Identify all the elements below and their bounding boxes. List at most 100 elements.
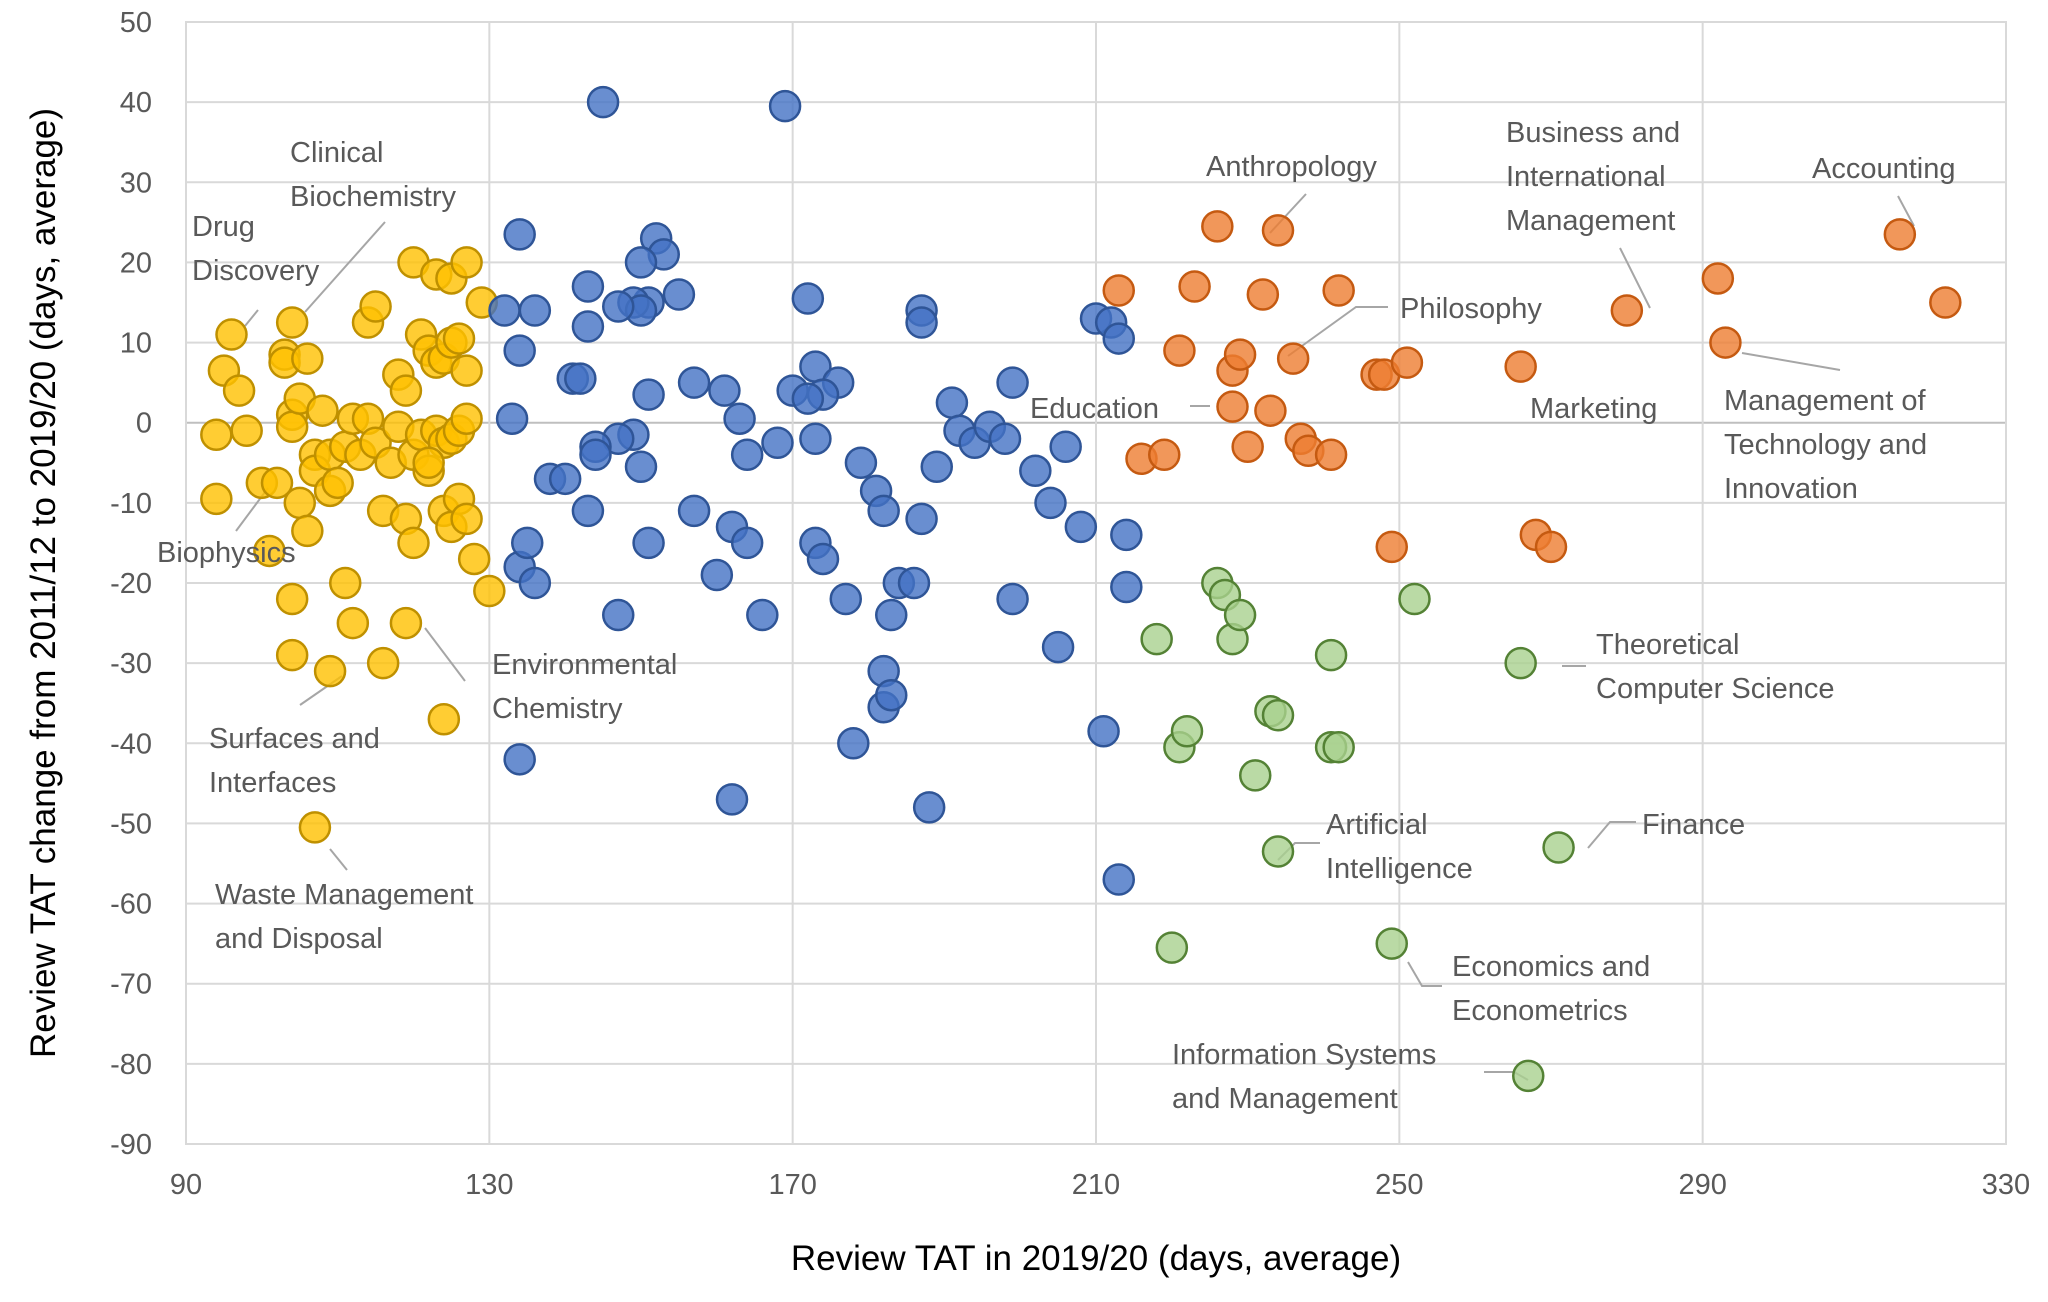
- y-tick-label: 40: [120, 87, 152, 119]
- scatter-point: [1102, 863, 1135, 896]
- axis-tick-labels: 50 40 30 20 10 0 -10 -20 -30 -40 -50 -60 -70 -80 -90 90…: [110, 7, 2030, 1201]
- annotation-label: and Management: [1172, 1083, 1398, 1115]
- scatter-point: [298, 811, 332, 844]
- annotation-leader-line: [424, 627, 466, 682]
- scatter-point: [1314, 438, 1348, 472]
- scatter-point: [730, 526, 764, 560]
- scatter-point: [715, 783, 749, 816]
- y-tick-label: 10: [120, 328, 152, 360]
- y-tick-label: 50: [120, 7, 152, 39]
- scatter-point: [518, 294, 552, 327]
- scatter-point: [1019, 454, 1052, 488]
- scatter-point: [799, 422, 832, 455]
- scatter-point: [313, 654, 347, 688]
- scatter-point: [215, 318, 248, 351]
- annotation-leader-line: [304, 221, 386, 313]
- scatter-point: [897, 566, 931, 600]
- grid-lines: [185, 21, 2007, 1145]
- scatter-point: [336, 606, 370, 640]
- scatter-point: [1216, 390, 1249, 423]
- scatter-point: [260, 466, 294, 500]
- scatter-point: [1163, 334, 1196, 367]
- scatter-point: [806, 542, 840, 576]
- y-tick-label: -90: [110, 1129, 152, 1161]
- scatter-point: [1929, 286, 1962, 319]
- scatter-point: [700, 558, 734, 592]
- scatter-point: [253, 534, 286, 568]
- scatter-point: [761, 426, 794, 459]
- scatter-point: [457, 542, 491, 576]
- scatter-point: [450, 502, 483, 536]
- scatter-point: [1504, 350, 1537, 383]
- scatter-point: [275, 582, 309, 616]
- y-tick-label: 0: [136, 408, 152, 440]
- annotation-label: Drug: [192, 211, 255, 243]
- annotation-label: Theoretical: [1596, 629, 1739, 661]
- scatter-point: [677, 366, 711, 399]
- scatter-point: [1254, 394, 1287, 427]
- scatter-point: [1201, 210, 1234, 243]
- scatter-point: [1223, 598, 1257, 632]
- annotation-label: Information Systems: [1172, 1039, 1436, 1071]
- scatter-point: [275, 638, 309, 672]
- scatter-point: [920, 450, 953, 484]
- scatter-point: [1064, 510, 1098, 544]
- y-tick-label: -70: [110, 969, 152, 1001]
- scatter-point: [624, 450, 658, 484]
- annotation-leader-line: [1741, 352, 1841, 371]
- scatter-point: [912, 791, 946, 824]
- annotation-label: Management of: [1724, 385, 1926, 417]
- annotation-label: Finance: [1642, 809, 1745, 841]
- annotation-leader-line: [1287, 306, 1388, 357]
- scatter-point: [230, 414, 263, 447]
- data-points: [200, 85, 1962, 1093]
- annotation-label: Innovation: [1724, 473, 1858, 505]
- scatter-point: [359, 290, 392, 323]
- scatter-point: [283, 486, 316, 520]
- y-axis-title: Review TAT change from 2011/12 to 2019/2…: [24, 108, 63, 1058]
- scatter-point: [996, 366, 1029, 399]
- scatter-point: [1261, 214, 1295, 247]
- scatter-point: [1314, 638, 1348, 672]
- scatter-point: [222, 374, 256, 407]
- annotation-label: Interfaces: [209, 767, 336, 799]
- scatter-point: [366, 646, 400, 680]
- annotation-label: Biochemistry: [290, 181, 456, 213]
- scatter-point: [1398, 582, 1431, 616]
- scatter-point: [1087, 715, 1120, 748]
- scatter-point: [1375, 530, 1408, 564]
- scatter-point: [571, 270, 605, 303]
- scatter-point: [1534, 530, 1568, 564]
- annotation-leader-line: [1587, 821, 1636, 849]
- y-tick-label: 20: [120, 247, 152, 279]
- scatter-point: [1261, 698, 1295, 732]
- annotation-label: Biophysics: [157, 537, 296, 569]
- y-tick-label: -50: [110, 808, 152, 840]
- annotation-label: Econometrics: [1452, 995, 1628, 1027]
- scatter-point: [905, 502, 938, 536]
- scatter-point: [905, 306, 938, 339]
- scatter-point: [571, 494, 605, 528]
- plot-area-frame: [185, 21, 2007, 1145]
- x-tick-label: 250: [1375, 1169, 1423, 1201]
- scatter-point: [624, 246, 658, 279]
- annotation-label: International: [1506, 161, 1666, 193]
- scatter-point: [275, 410, 309, 443]
- y-tick-label: -10: [110, 488, 152, 520]
- scatter-point: [677, 494, 711, 528]
- scatter-point: [723, 402, 756, 435]
- scatter-point: [1170, 715, 1204, 748]
- scatter-point: [586, 85, 620, 119]
- annotation-label: Philosophy: [1400, 293, 1542, 325]
- y-tick-label: -30: [110, 648, 152, 680]
- scatter-point: [200, 482, 233, 516]
- scatter-point: [1512, 1059, 1545, 1093]
- annotation-leader-line: [244, 309, 259, 327]
- scatter-point: [844, 446, 878, 480]
- y-tick-label: -40: [110, 728, 152, 760]
- scatter-point: [495, 402, 529, 435]
- annotation-label: Marketing: [1530, 393, 1657, 425]
- scatter-point: [1110, 570, 1143, 604]
- y-tick-label: -20: [110, 568, 152, 600]
